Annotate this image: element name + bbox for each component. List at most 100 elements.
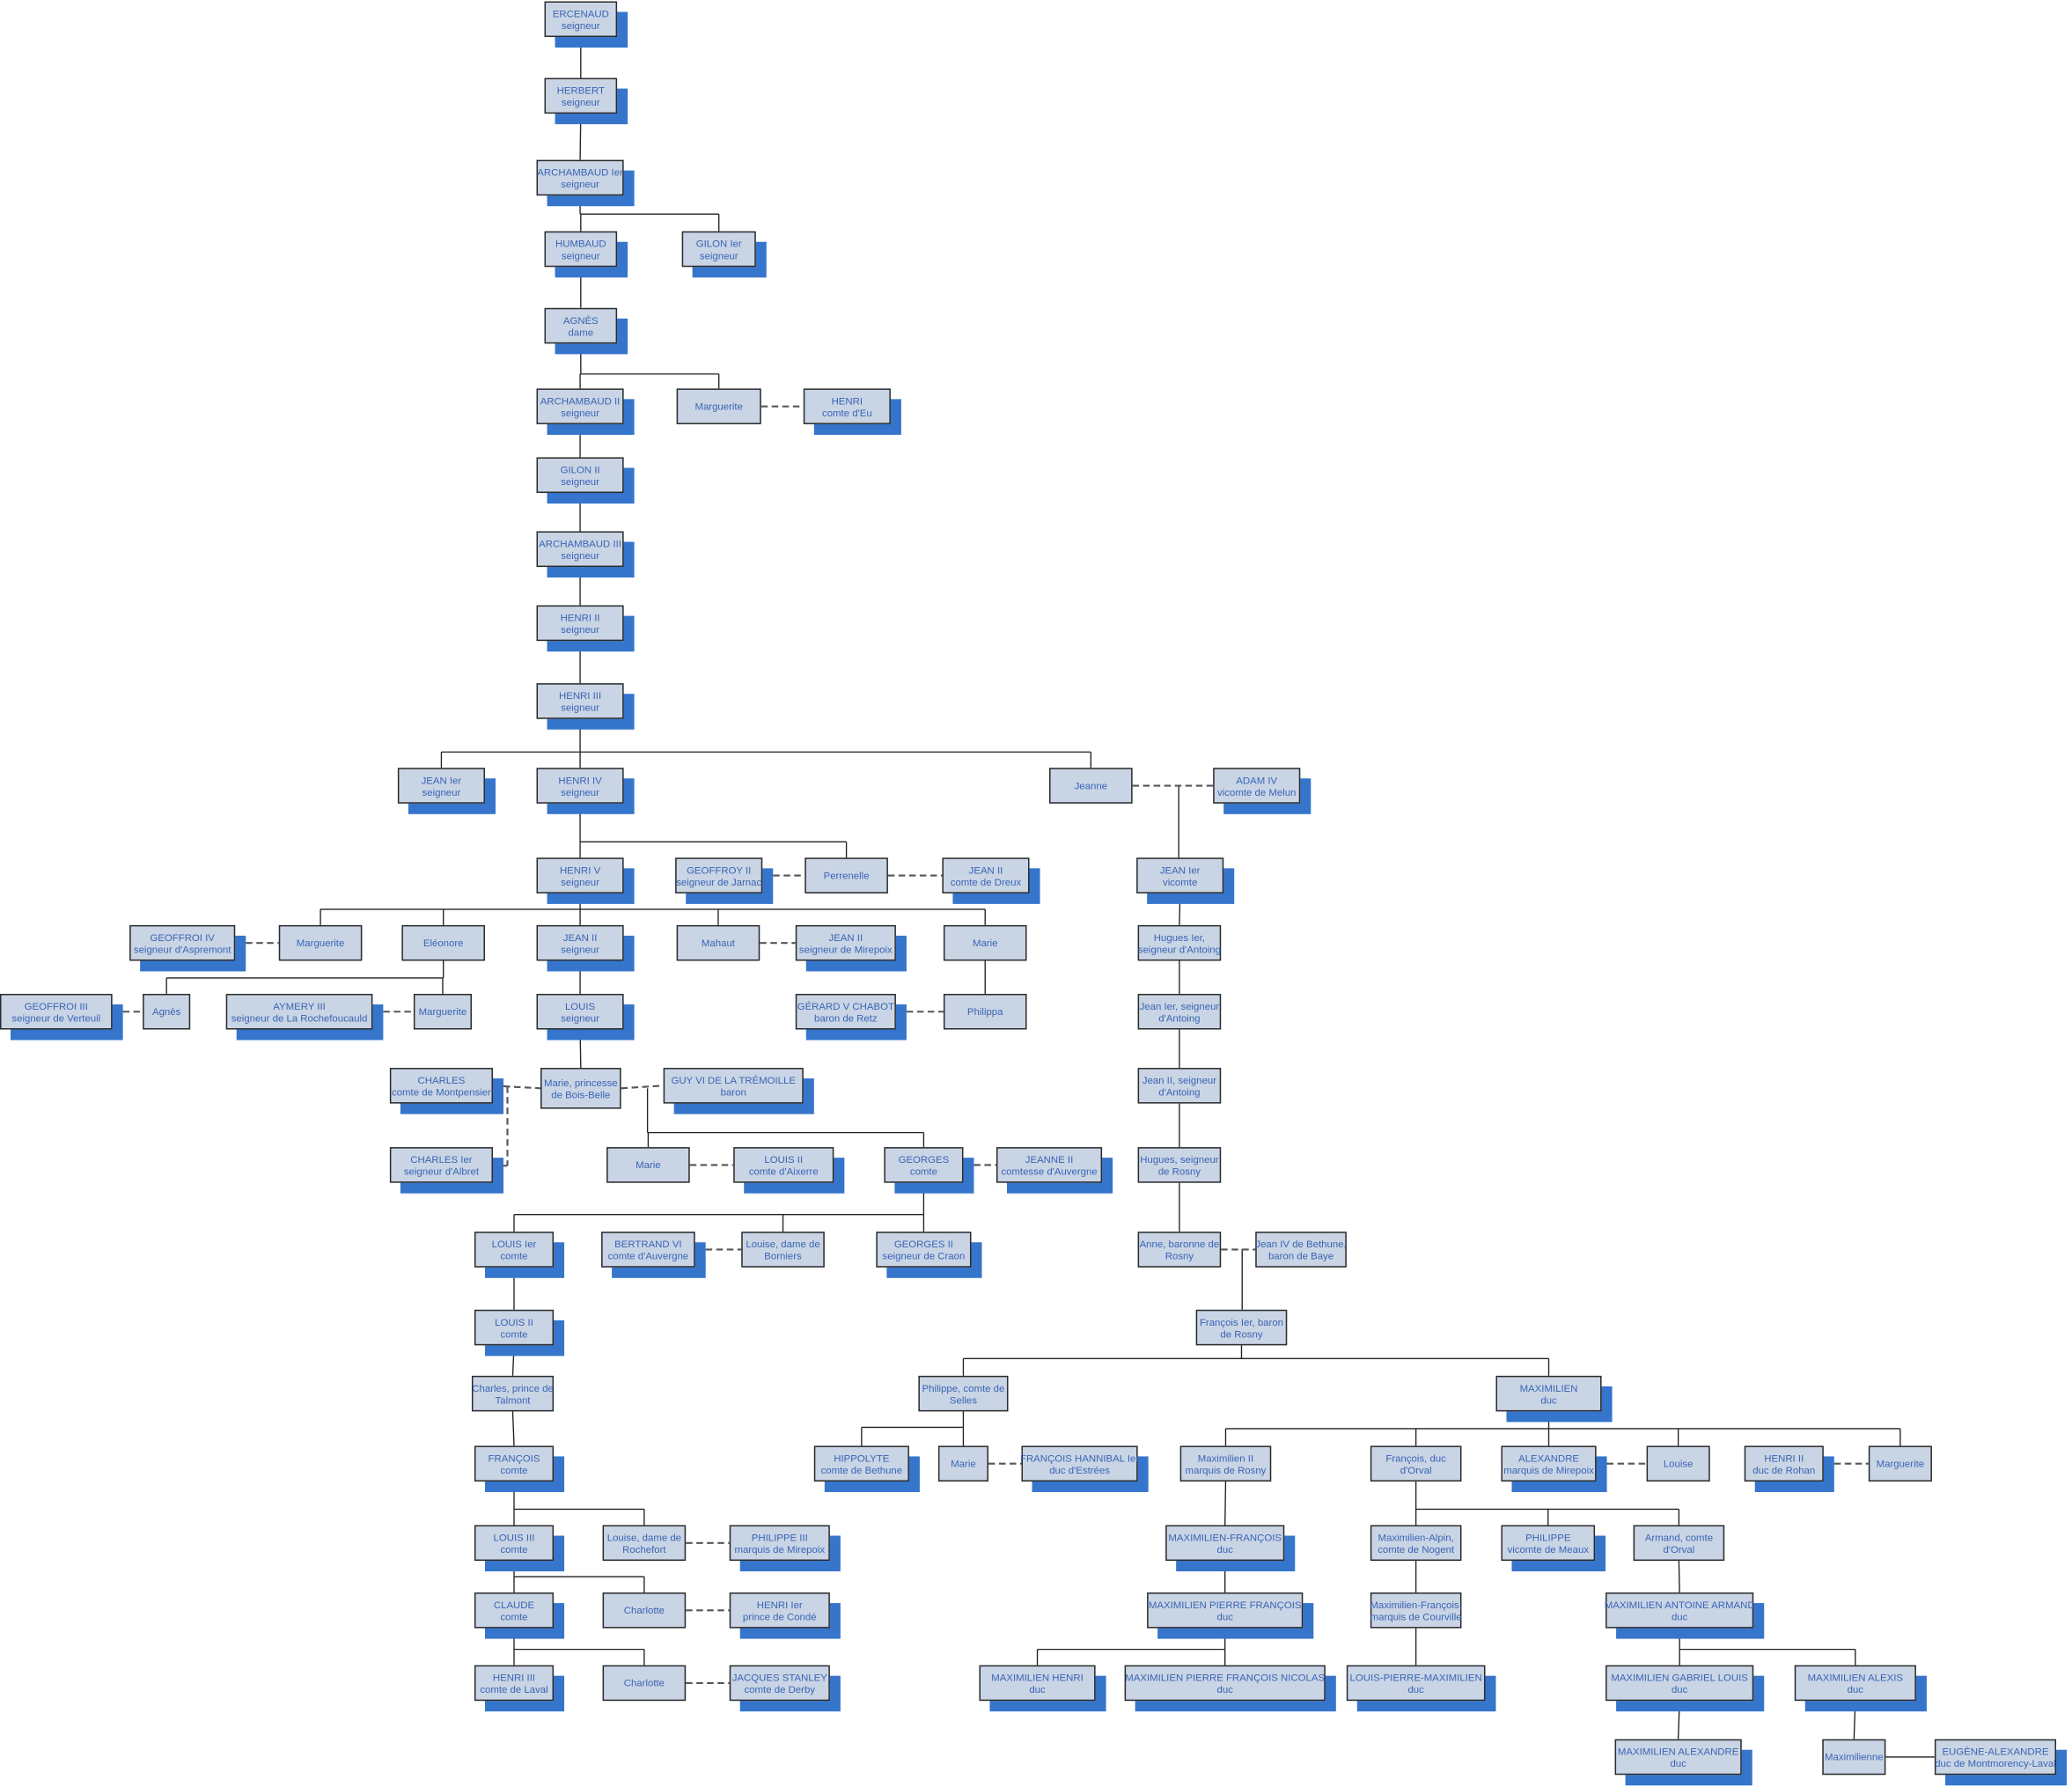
person-node[interactable]: JEANNE II comtesse d'Auvergne [996, 1147, 1103, 1183]
person-title: Rochefort [622, 1542, 666, 1555]
person-node[interactable]: ERCENAUD seigneur [544, 1, 618, 38]
person-node[interactable]: Charlotte [602, 1665, 687, 1702]
person-node[interactable]: ARCHAMBAUD Ier seigneur [536, 159, 624, 196]
person-node[interactable]: Maximilien-Alpin, comte de Nogent [1370, 1525, 1462, 1562]
person-node[interactable]: GÉRARD V CHABOT baron de Retz [795, 993, 896, 1030]
person-node[interactable]: Agnès [143, 993, 191, 1030]
person-node[interactable]: GEORGES II seigneur de Craon [876, 1232, 972, 1268]
person-node[interactable]: Maximilienne [1822, 1739, 1886, 1776]
person-node[interactable]: MAXIMILIEN ANTOINE ARMAND duc [1605, 1592, 1755, 1629]
person-node[interactable]: ADAM IV vicomte de Melun [1213, 768, 1301, 804]
person-node[interactable]: Anne, baronne de Rosny [1137, 1232, 1222, 1268]
person-node[interactable]: CHARLES comte de Montpensier [389, 1068, 493, 1104]
person-name: GUY VI DE LA TRÉMOILLE [671, 1073, 796, 1086]
person-node[interactable]: Charles, prince de Talmont [471, 1375, 555, 1412]
person-node[interactable]: FRANÇOIS comte [474, 1445, 555, 1482]
person-node[interactable]: BERTRAND VI comte d'Auvergne [601, 1232, 695, 1268]
person-node[interactable]: Marguerite [278, 924, 363, 961]
person-node[interactable]: Charlotte [602, 1592, 687, 1629]
person-node[interactable]: JEAN II seigneur [536, 924, 624, 961]
person-node[interactable]: EUGÈNE-ALEXANDRE duc de Montmorency-Laval [1934, 1739, 2057, 1776]
person-node[interactable]: MAXIMILIEN-FRANÇOIS duc [1165, 1525, 1285, 1562]
person-node[interactable]: GILON Ier seigneur [681, 231, 756, 268]
person-node[interactable]: ARCHAMBAUD III seigneur [536, 531, 624, 568]
person-node[interactable]: Jean IV de Bethune, baron de Baye [1255, 1232, 1347, 1268]
person-node[interactable]: MAXIMILIEN ALEXANDRE duc [1614, 1739, 1742, 1776]
person-node[interactable]: LOUIS Ier comte [474, 1232, 555, 1268]
person-node[interactable]: GEOFFROI III seigneur de Verteuil [0, 993, 113, 1030]
person-node[interactable]: Hugues, seigneur de Rosny [1137, 1147, 1222, 1183]
person-node[interactable]: Jean II, seigneur d'Antoing [1137, 1068, 1222, 1104]
person-node[interactable]: AYMERY III seigneur de La Rochefoucauld [225, 993, 373, 1030]
person-node[interactable]: ALEXANDRE marquis de Mirepoix [1501, 1445, 1597, 1482]
person-node[interactable]: Jean Ier, seigneur d'Antoing [1137, 993, 1222, 1030]
person-node[interactable]: JEAN Ier vicomte [1136, 857, 1224, 894]
person-node[interactable]: GUY VI DE LA TRÉMOILLE baron [663, 1068, 804, 1104]
person-node[interactable]: François Ier, baron de Rosny [1195, 1309, 1288, 1346]
person-node[interactable]: HENRI II duc de Rohan [1744, 1445, 1824, 1482]
person-node[interactable]: Marguerite [1868, 1445, 1932, 1482]
person-node[interactable]: Marguerite [676, 388, 761, 424]
person-node[interactable]: LOUIS II comte d'Aixerre [733, 1147, 834, 1183]
person-node[interactable]: GEOFFROY II seigneur de Jarnac [675, 857, 763, 894]
person-node[interactable]: GEORGES comte [884, 1147, 964, 1183]
person-node[interactable]: Eléonore [401, 924, 485, 961]
person-node[interactable]: Marie, princesse de Bois-Belle [540, 1068, 621, 1109]
person-node[interactable]: MAXIMILIEN GABRIEL LOUIS duc [1605, 1665, 1754, 1702]
person-node[interactable]: Louise, dame de Rochefort [602, 1525, 687, 1562]
person-node[interactable]: Philippa [943, 993, 1027, 1030]
person-node[interactable]: MAXIMILIEN ALEXIS duc [1794, 1665, 1916, 1702]
person-node[interactable]: Marguerite [413, 993, 472, 1030]
person-node[interactable]: GEOFFROI IV seigneur d'Aspremont [129, 924, 236, 961]
person-node[interactable]: ARCHAMBAUD II seigneur [536, 388, 624, 424]
person-node[interactable]: JEAN Ier seigneur [397, 768, 485, 804]
person-node[interactable]: MAXIMILIEN PIERRE FRANÇOIS NICOLAS duc [1124, 1665, 1326, 1702]
person-node[interactable]: HENRI comte d'Eu [803, 388, 891, 424]
person-node[interactable]: Marie [937, 1445, 988, 1482]
person-node[interactable]: LOUIS-PIERRE-MAXIMILIEN duc [1346, 1665, 1486, 1702]
person-node[interactable]: Philippe, comte de Selles [918, 1375, 1009, 1412]
person-node[interactable]: Marie [943, 924, 1027, 961]
person-title: seigneur [422, 785, 461, 798]
person-node[interactable]: François, duc d'Orval [1370, 1445, 1462, 1482]
person-node[interactable]: Maximilien II marquis de Rosny [1179, 1445, 1272, 1482]
person-node[interactable]: PHILIPPE vicomte de Meaux [1501, 1525, 1596, 1562]
person-node[interactable]: MAXIMILIEN PIERRE FRANÇOIS duc [1147, 1592, 1304, 1629]
person-node[interactable]: JEAN II comte de Dreux [942, 857, 1030, 894]
person-node[interactable]: MAXIMILIEN duc [1495, 1375, 1602, 1412]
person-name: Marguerite [296, 937, 345, 949]
person-node[interactable]: PHILIPPE III marquis de Mirepoix [729, 1525, 830, 1562]
person-node[interactable]: Jeanne [1049, 768, 1133, 804]
person-node[interactable]: Maximilien-François, marquis de Courville [1370, 1592, 1462, 1629]
person-node[interactable]: Perrenelle [805, 857, 888, 894]
person-node[interactable]: HENRI III seigneur [536, 683, 624, 719]
person-node[interactable]: Louise [1646, 1445, 1710, 1482]
person-title: Selles [949, 1394, 977, 1406]
person-node[interactable]: FRANÇOIS HANNIBAL Ier duc d'Estrées [1020, 1445, 1139, 1482]
person-node[interactable]: LOUIS seigneur [536, 993, 624, 1030]
person-node[interactable]: Hugues Ier, seigneur d'Antoing [1137, 924, 1222, 961]
person-name: MAXIMILIEN HENRI [991, 1671, 1084, 1683]
person-node[interactable]: JACQUES STANLEY comte de Derby [729, 1665, 830, 1702]
person-node[interactable]: GILON II seigneur [536, 457, 624, 493]
person-node[interactable]: LOUIS III comte [474, 1525, 555, 1562]
person-node[interactable]: LOUIS II comte [474, 1309, 555, 1346]
person-node[interactable]: HENRI Ier prince de Condé [729, 1592, 830, 1629]
person-node[interactable]: Louise, dame de Borniers [741, 1232, 825, 1268]
person-node[interactable]: JEAN II seigneur de Mirepoix [795, 924, 896, 961]
person-node[interactable]: Mahaut [676, 924, 760, 961]
person-node[interactable]: HERBERT seigneur [544, 77, 618, 114]
person-node[interactable]: Armand, comte d'Orval [1633, 1525, 1725, 1562]
person-node[interactable]: HUMBAUD seigneur [544, 231, 618, 268]
person-node[interactable]: HIPPOLYTE comte de Bethune [813, 1445, 909, 1482]
person-node[interactable]: HENRI II seigneur [536, 605, 624, 642]
person-node[interactable]: AGNÈS dame [544, 307, 618, 344]
person-node[interactable]: Marie [606, 1147, 690, 1183]
person-node[interactable]: MAXIMILIEN HENRI duc [979, 1665, 1096, 1702]
person-name: HUMBAUD [555, 237, 606, 249]
person-node[interactable]: HENRI III comte de Laval [474, 1665, 555, 1702]
person-node[interactable]: CLAUDE comte [474, 1592, 555, 1629]
person-node[interactable]: HENRI IV seigneur [536, 768, 624, 804]
person-node[interactable]: CHARLES Ier seigneur d'Albret [389, 1147, 493, 1183]
